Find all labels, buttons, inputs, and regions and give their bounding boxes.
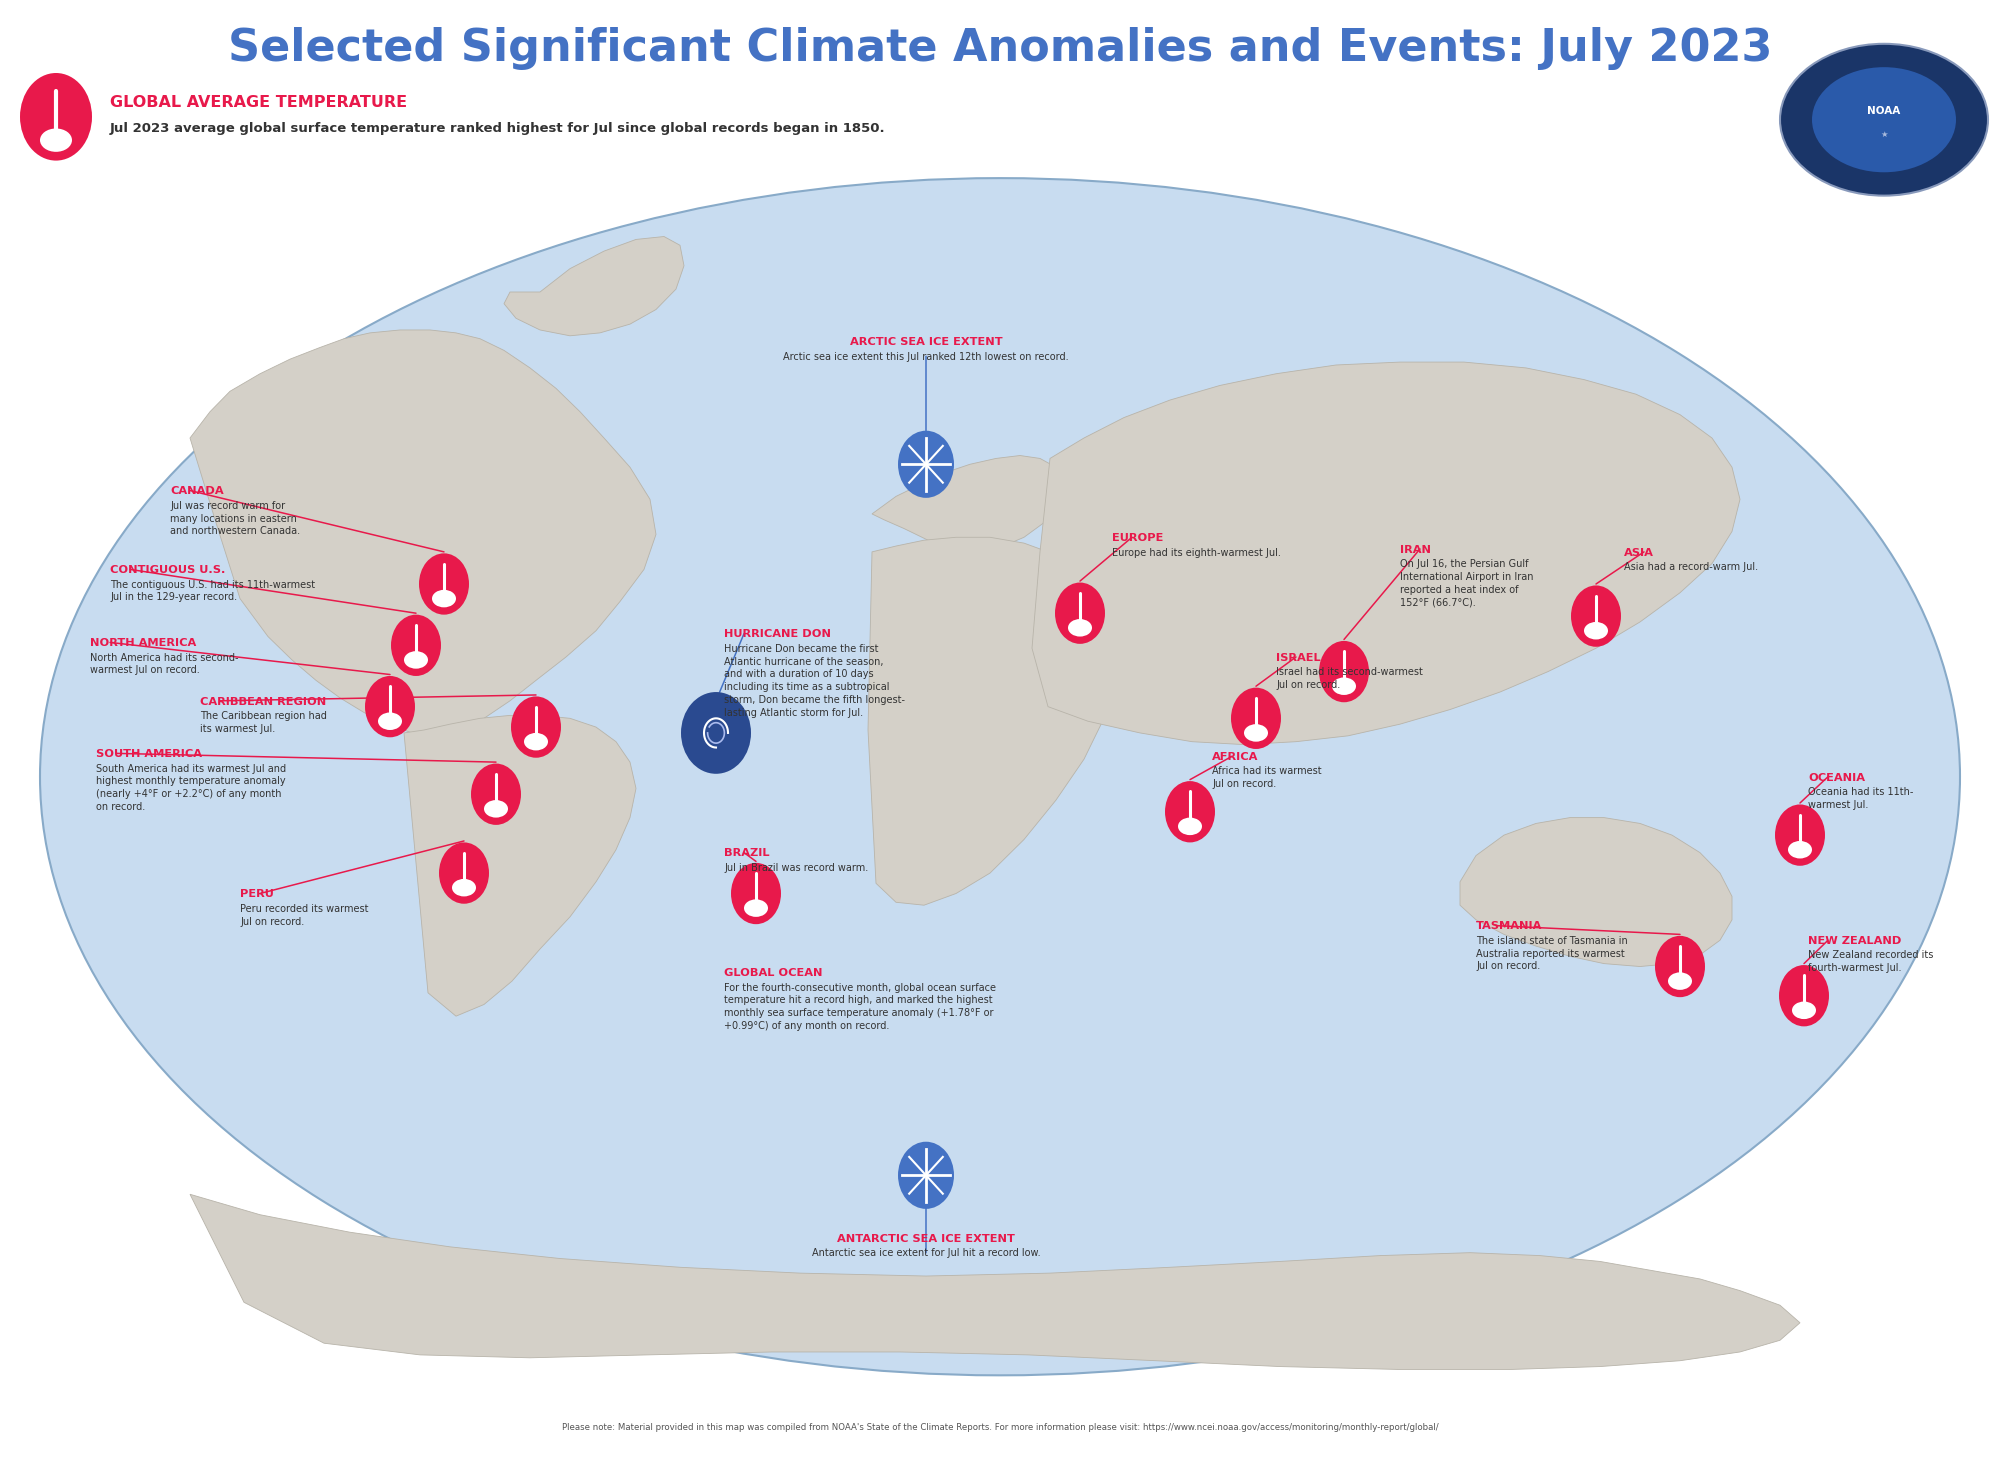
Text: Oceania had its 11th-
warmest Jul.: Oceania had its 11th- warmest Jul. <box>1808 787 1914 810</box>
Ellipse shape <box>392 615 440 676</box>
Text: NEW ZEALAND: NEW ZEALAND <box>1808 936 1902 946</box>
Text: The contiguous U.S. had its 11th-warmest
Jul in the 129-year record.: The contiguous U.S. had its 11th-warmest… <box>110 580 316 603</box>
Ellipse shape <box>898 431 954 498</box>
Ellipse shape <box>1776 804 1824 866</box>
Text: SOUTH AMERICA: SOUTH AMERICA <box>96 749 202 759</box>
Polygon shape <box>868 537 1116 905</box>
Text: CANADA: CANADA <box>170 486 224 496</box>
Ellipse shape <box>1232 688 1280 749</box>
Circle shape <box>452 879 476 896</box>
Ellipse shape <box>420 553 468 615</box>
Text: Please note: Material provided in this map was compiled from NOAA's State of the: Please note: Material provided in this m… <box>562 1424 1438 1432</box>
Text: The island state of Tasmania in
Australia reported its warmest
Jul on record.: The island state of Tasmania in Australi… <box>1476 936 1628 971</box>
Text: TASMANIA: TASMANIA <box>1476 921 1542 931</box>
Text: New Zealand recorded its
fourth-warmest Jul.: New Zealand recorded its fourth-warmest … <box>1808 950 1934 974</box>
Ellipse shape <box>898 1142 954 1209</box>
Ellipse shape <box>1780 965 1828 1026</box>
Text: CONTIGUOUS U.S.: CONTIGUOUS U.S. <box>110 565 226 575</box>
Circle shape <box>1584 622 1608 639</box>
Text: Arctic sea ice extent this Jul ranked 12th lowest on record.: Arctic sea ice extent this Jul ranked 12… <box>784 352 1068 362</box>
Circle shape <box>1068 619 1092 637</box>
Circle shape <box>378 712 402 730</box>
Text: PERU: PERU <box>240 889 274 899</box>
Circle shape <box>484 800 508 818</box>
Ellipse shape <box>40 178 1960 1375</box>
Text: Antarctic sea ice extent for Jul hit a record low.: Antarctic sea ice extent for Jul hit a r… <box>812 1248 1040 1259</box>
Text: AFRICA: AFRICA <box>1212 752 1258 762</box>
Text: The Caribbean region had
its warmest Jul.: The Caribbean region had its warmest Jul… <box>200 711 326 734</box>
Ellipse shape <box>440 842 488 904</box>
Ellipse shape <box>1056 583 1104 644</box>
Polygon shape <box>1032 362 1740 745</box>
Text: For the fourth-consecutive month, global ocean surface
temperature hit a record : For the fourth-consecutive month, global… <box>724 983 996 1031</box>
Text: Jul 2023 average global surface temperature ranked highest for Jul since global : Jul 2023 average global surface temperat… <box>110 123 886 134</box>
Circle shape <box>1812 67 1956 172</box>
Polygon shape <box>190 1194 1800 1369</box>
Text: IRAN: IRAN <box>1400 545 1432 555</box>
Text: OCEANIA: OCEANIA <box>1808 772 1864 783</box>
Text: ISRAEL: ISRAEL <box>1276 653 1320 663</box>
Circle shape <box>1178 818 1202 835</box>
Text: GLOBAL AVERAGE TEMPERATURE: GLOBAL AVERAGE TEMPERATURE <box>110 95 408 110</box>
Ellipse shape <box>1320 641 1368 702</box>
Ellipse shape <box>512 696 560 758</box>
Text: Israel had its second-warmest
Jul on record.: Israel had its second-warmest Jul on rec… <box>1276 667 1422 691</box>
Text: HURRICANE DON: HURRICANE DON <box>724 629 832 639</box>
Ellipse shape <box>20 73 92 161</box>
Circle shape <box>432 590 456 607</box>
Text: ANTARCTIC SEA ICE EXTENT: ANTARCTIC SEA ICE EXTENT <box>838 1234 1014 1244</box>
Ellipse shape <box>1164 781 1216 842</box>
Polygon shape <box>1460 818 1732 967</box>
Circle shape <box>404 651 428 669</box>
Ellipse shape <box>732 863 780 924</box>
Text: ASIA: ASIA <box>1624 548 1654 558</box>
Text: ARCTIC SEA ICE EXTENT: ARCTIC SEA ICE EXTENT <box>850 337 1002 347</box>
Text: Hurricane Don became the first
Atlantic hurricane of the season,
and with a dura: Hurricane Don became the first Atlantic … <box>724 644 904 718</box>
Ellipse shape <box>364 676 416 737</box>
Ellipse shape <box>680 692 752 774</box>
Text: Selected Significant Climate Anomalies and Events: July 2023: Selected Significant Climate Anomalies a… <box>228 26 1772 70</box>
Circle shape <box>524 733 548 750</box>
Circle shape <box>1244 724 1268 742</box>
Text: Europe had its eighth-warmest Jul.: Europe had its eighth-warmest Jul. <box>1112 548 1280 558</box>
Polygon shape <box>504 237 684 336</box>
Polygon shape <box>872 456 1066 552</box>
Circle shape <box>1780 44 1988 196</box>
Circle shape <box>744 899 768 917</box>
Text: South America had its warmest Jul and
highest monthly temperature anomaly
(nearl: South America had its warmest Jul and hi… <box>96 764 286 812</box>
Ellipse shape <box>1572 585 1620 647</box>
Circle shape <box>1332 677 1356 695</box>
Text: North America had its second-
warmest Jul on record.: North America had its second- warmest Ju… <box>90 653 238 676</box>
Text: On Jul 16, the Persian Gulf
International Airport in Iran
reported a heat index : On Jul 16, the Persian Gulf Internationa… <box>1400 559 1534 607</box>
Text: Jul was record warm for
many locations in eastern
and northwestern Canada.: Jul was record warm for many locations i… <box>170 501 300 536</box>
Text: NORTH AMERICA: NORTH AMERICA <box>90 638 196 648</box>
Circle shape <box>1792 1002 1816 1019</box>
Ellipse shape <box>472 764 520 825</box>
Polygon shape <box>404 715 636 1016</box>
Text: ★: ★ <box>1880 130 1888 139</box>
Text: CARIBBEAN REGION: CARIBBEAN REGION <box>200 696 326 707</box>
Polygon shape <box>190 330 656 736</box>
Text: Africa had its warmest
Jul on record.: Africa had its warmest Jul on record. <box>1212 766 1322 790</box>
Text: Jul in Brazil was record warm.: Jul in Brazil was record warm. <box>724 863 868 873</box>
Text: NOAA: NOAA <box>1868 107 1900 115</box>
Text: EUROPE: EUROPE <box>1112 533 1164 543</box>
Circle shape <box>40 128 72 152</box>
Text: Peru recorded its warmest
Jul on record.: Peru recorded its warmest Jul on record. <box>240 904 368 927</box>
Text: BRAZIL: BRAZIL <box>724 848 770 858</box>
Text: GLOBAL OCEAN: GLOBAL OCEAN <box>724 968 822 978</box>
Circle shape <box>1788 841 1812 858</box>
Circle shape <box>1668 972 1692 990</box>
Ellipse shape <box>1656 936 1704 997</box>
Text: Asia had a record-warm Jul.: Asia had a record-warm Jul. <box>1624 562 1758 572</box>
